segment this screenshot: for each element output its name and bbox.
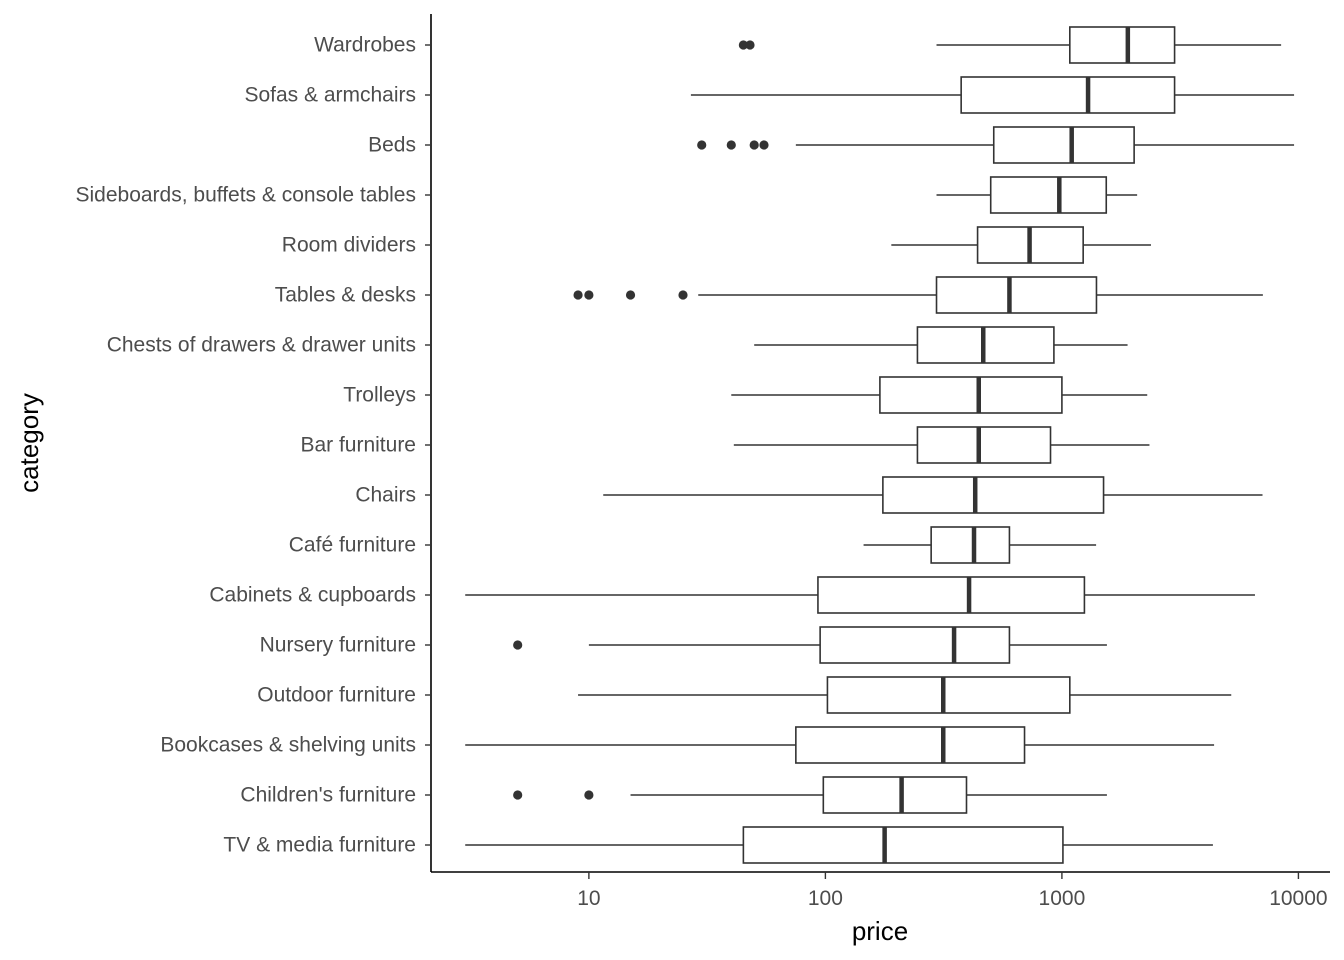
y-tick-label: Bar furniture [300, 434, 416, 457]
y-tick-label: TV & media furniture [223, 834, 416, 857]
y-tick-label: Children's furniture [240, 784, 416, 807]
outlier-point [678, 290, 688, 300]
y-tick-label: Room dividers [282, 234, 416, 257]
iqr-box [1069, 26, 1176, 64]
outlier-point [745, 40, 755, 50]
y-tick-label: Sideboards, buffets & console tables [75, 184, 416, 207]
y-tick-label: Sofas & armchairs [244, 84, 416, 107]
iqr-box [930, 526, 1011, 564]
outlier-point [749, 140, 759, 150]
outlier-point [584, 790, 594, 800]
iqr-box [989, 176, 1108, 214]
iqr-box [742, 826, 1064, 864]
outlier-point [697, 140, 707, 150]
iqr-box [795, 726, 1026, 764]
iqr-box [960, 76, 1176, 114]
y-tick-labels: Wardrobes Sofas & armchairs Beds Sideboards… [75, 34, 416, 857]
box-group [513, 626, 1107, 664]
y-axis-title: category [14, 393, 44, 493]
y-tick-label: Tables & desks [275, 284, 416, 307]
box-group [754, 326, 1128, 364]
x-axis-title: price [852, 916, 908, 946]
outlier-point [738, 40, 748, 50]
box-group [733, 426, 1150, 464]
outlier-point [726, 140, 736, 150]
axes [425, 14, 1330, 879]
box-group [863, 526, 1097, 564]
outlier-point [573, 290, 583, 300]
y-tick-label: Outdoor furniture [257, 684, 416, 707]
box-group [465, 576, 1255, 614]
box-group [603, 476, 1263, 514]
y-tick-label: Chairs [355, 484, 416, 507]
y-tick-label: Bookcases & shelving units [160, 734, 416, 757]
iqr-box [916, 426, 1052, 464]
iqr-box [916, 326, 1055, 364]
box-group [738, 26, 1282, 64]
iqr-box [826, 676, 1071, 714]
y-tick-label: Café furniture [289, 534, 416, 557]
x-tick-label: 100 [808, 887, 843, 910]
outlier-point [513, 640, 523, 650]
y-tick-label: Nursery furniture [260, 634, 416, 657]
iqr-box [992, 126, 1135, 164]
plot-area [465, 26, 1295, 864]
box-group [891, 226, 1151, 264]
box-group [731, 376, 1148, 414]
iqr-box [882, 476, 1105, 514]
outlier-point [625, 290, 636, 300]
box-group [465, 726, 1215, 764]
box-group [690, 76, 1295, 114]
y-tick-label: Chests of drawers & drawer units [107, 334, 416, 357]
y-tick-label: Trolleys [343, 384, 416, 407]
y-tick-label: Wardrobes [314, 34, 416, 57]
box-group [465, 826, 1213, 864]
box-group [697, 126, 1295, 164]
box-group [513, 776, 1107, 814]
outlier-point [513, 790, 523, 800]
outlier-point [759, 140, 769, 150]
iqr-box [822, 776, 968, 814]
iqr-box [879, 376, 1063, 414]
box-group [573, 276, 1263, 314]
y-tick-label: Cabinets & cupboards [209, 584, 416, 607]
iqr-box [817, 576, 1086, 614]
outlier-point [584, 290, 594, 300]
iqr-box [935, 276, 1098, 314]
y-tick-label: Beds [368, 134, 416, 157]
box-group [578, 676, 1232, 714]
iqr-box [819, 626, 1011, 664]
x-tick-label: 1000 [1039, 887, 1086, 910]
x-tick-label: 10 [577, 887, 600, 910]
box-group [936, 176, 1138, 214]
x-tick-label: 10000 [1269, 887, 1327, 910]
x-tick-labels: 10 100 1000 10000 [577, 887, 1327, 910]
